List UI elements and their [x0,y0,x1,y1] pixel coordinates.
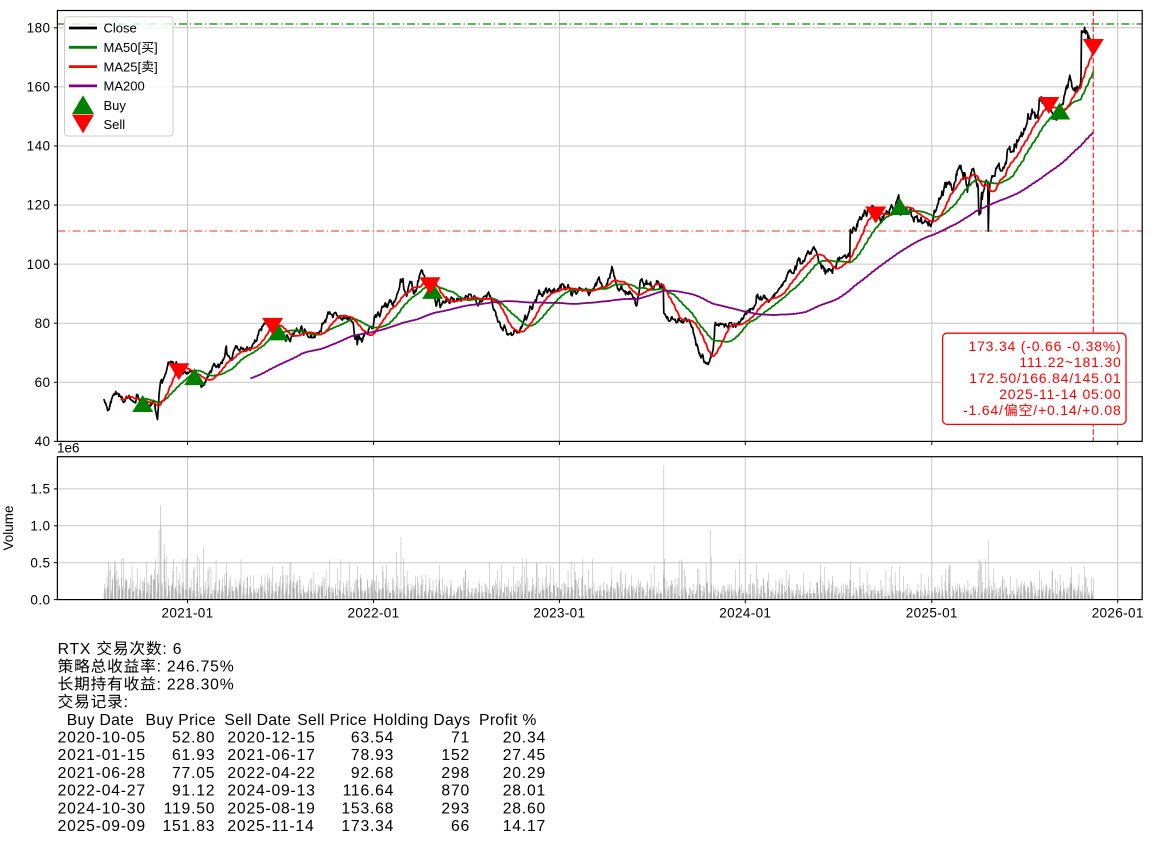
svg-text:27.45: 27.45 [503,747,546,764]
svg-text:40: 40 [35,434,51,449]
svg-text:2021-01-15: 2021-01-15 [58,747,146,764]
svg-text:2025-08-19: 2025-08-19 [227,800,315,817]
svg-text:52.80: 52.80 [172,730,215,747]
svg-text:153.68: 153.68 [341,800,394,817]
svg-text:2025-01: 2025-01 [906,606,958,621]
svg-text:]: ] [154,59,158,74]
svg-text:293: 293 [441,800,470,817]
svg-text:MA50[: MA50[ [104,40,142,55]
svg-text:20.34: 20.34 [503,730,546,747]
svg-text:66: 66 [451,818,470,835]
svg-text:2022-04-27: 2022-04-27 [58,783,146,800]
svg-text:152: 152 [441,747,470,764]
svg-text:180: 180 [27,21,51,36]
svg-text:MA25[: MA25[ [104,59,142,74]
svg-text:119.50: 119.50 [164,800,216,817]
svg-text:0.5: 0.5 [30,555,50,570]
svg-text:298: 298 [441,765,470,782]
svg-text:2025-11-14 05:00: 2025-11-14 05:00 [999,386,1121,402]
svg-text:2025-09-09: 2025-09-09 [58,818,146,835]
svg-text:Buy Date: Buy Date [67,712,134,729]
svg-text:MA200: MA200 [104,79,145,94]
svg-text:71: 71 [451,730,470,747]
svg-text:100: 100 [27,257,51,272]
svg-text:Buy: Buy [104,98,127,113]
svg-text:2023-01: 2023-01 [533,606,585,621]
svg-text:28.60: 28.60 [503,800,546,817]
svg-text:Sell: Sell [104,117,126,132]
svg-text:: 6: : 6 [162,641,182,658]
svg-text:78.93: 78.93 [351,747,394,764]
svg-text:Profit %: Profit % [479,712,537,729]
svg-text:Holding Days: Holding Days [373,712,471,729]
svg-text:140: 140 [27,139,51,154]
svg-text:2020-12-15: 2020-12-15 [227,730,315,747]
svg-text:Sell Date: Sell Date [224,712,291,729]
svg-text:77.05: 77.05 [172,765,215,782]
svg-text:111.22~181.30: 111.22~181.30 [1019,354,1121,370]
svg-text:1e6: 1e6 [57,441,80,456]
svg-text:28.01: 28.01 [503,783,546,800]
svg-text:: 246.75%: : 246.75% [157,659,235,676]
svg-text:116.64: 116.64 [343,783,395,800]
svg-text:2024-10-30: 2024-10-30 [58,800,146,817]
svg-text:2022-01: 2022-01 [348,606,400,621]
svg-text:92.68: 92.68 [351,765,394,782]
svg-text:63.54: 63.54 [351,730,394,747]
svg-text:0.0: 0.0 [30,592,50,607]
svg-text:/+0.14/+0.08: /+0.14/+0.08 [1033,402,1121,418]
svg-text:RTX: RTX [58,641,97,658]
svg-text:61.93: 61.93 [172,747,215,764]
svg-text:1.5: 1.5 [30,482,50,497]
svg-text:14.17: 14.17 [503,818,546,835]
svg-text:2022-04-22: 2022-04-22 [227,765,315,782]
svg-text:2024-01: 2024-01 [719,606,771,621]
svg-text:173.34: 173.34 [341,818,394,835]
svg-text:: 228.30%: : 228.30% [157,676,235,693]
svg-text:1.0: 1.0 [30,519,50,534]
svg-text:172.50/166.84/145.01: 172.50/166.84/145.01 [969,370,1121,386]
svg-text:]: ] [154,40,158,55]
svg-text:20.29: 20.29 [503,765,546,782]
svg-text:91.12: 91.12 [172,783,215,800]
svg-text:151.83: 151.83 [163,818,216,835]
svg-text:2021-06-28: 2021-06-28 [58,765,146,782]
svg-text:-1.64/: -1.64/ [963,402,1004,418]
svg-text:60: 60 [35,375,51,390]
svg-text:80: 80 [35,316,51,331]
svg-text:870: 870 [441,783,470,800]
svg-text:2026-01: 2026-01 [1092,606,1144,621]
svg-text:2025-11-14: 2025-11-14 [227,818,314,835]
svg-text:Buy Price: Buy Price [146,712,216,729]
svg-text:Close: Close [104,21,137,36]
svg-text:2020-10-05: 2020-10-05 [58,730,146,747]
svg-text:Sell Price: Sell Price [297,712,367,729]
svg-text:2021-06-17: 2021-06-17 [227,747,315,764]
svg-text:173.34 (-0.66 -0.38%): 173.34 (-0.66 -0.38%) [969,338,1122,354]
svg-text:120: 120 [27,198,51,213]
svg-text:2024-09-13: 2024-09-13 [227,783,315,800]
svg-text:160: 160 [27,80,51,95]
svg-text:2021-01: 2021-01 [162,606,214,621]
svg-text::: : [124,694,129,711]
svg-text:Volume: Volume [1,505,16,550]
